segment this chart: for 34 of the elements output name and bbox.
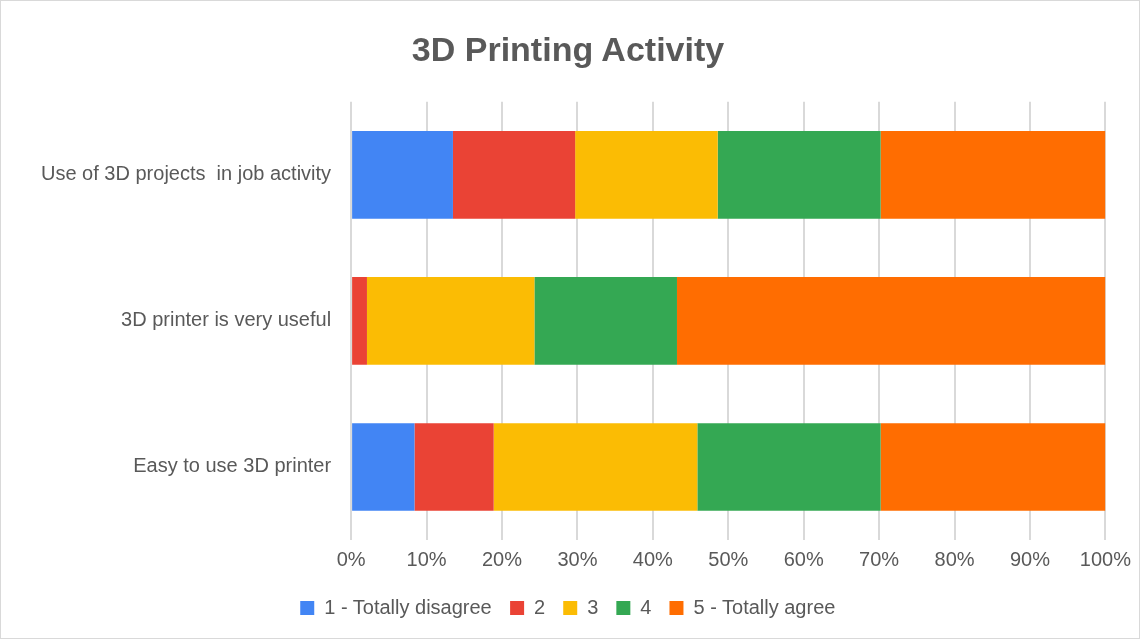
- x-tick-label: 40%: [632, 547, 674, 570]
- bar: [880, 423, 1106, 511]
- legend-label: 4: [640, 595, 652, 618]
- bar: [697, 423, 881, 511]
- x-tick-label: 60%: [783, 547, 824, 570]
- legend-label: 3: [587, 595, 599, 618]
- bar: [717, 131, 881, 219]
- x-tick-label: 20%: [481, 547, 523, 570]
- x-tick-label: 50%: [708, 547, 749, 570]
- x-tick-label: 100%: [1079, 547, 1132, 570]
- bar: [352, 423, 415, 511]
- y-tick-label: 3D printer is very useful: [121, 308, 332, 331]
- bar: [575, 131, 718, 219]
- x-tick-label: 90%: [1009, 547, 1051, 570]
- legend-label: 1 - Totally disagree: [324, 595, 492, 618]
- y-tick-label: Use of 3D projects in job activity: [40, 162, 332, 185]
- bar: [366, 277, 535, 365]
- bar: [676, 277, 1106, 365]
- bar: [414, 423, 494, 511]
- x-tick-label: 0%: [336, 547, 366, 570]
- bar: [534, 277, 677, 365]
- bar: [352, 131, 453, 219]
- bar: [352, 277, 367, 365]
- chart-title: 3D Printing Activity: [411, 29, 725, 68]
- legend-label: 2: [534, 595, 546, 618]
- x-tick-label: 80%: [934, 547, 975, 570]
- x-tick-label: 70%: [859, 547, 900, 570]
- y-tick-label: Easy to use 3D printer: [133, 454, 332, 477]
- x-tick-label: 30%: [557, 547, 598, 570]
- bar: [452, 131, 576, 219]
- legend-label: 5 - Totally agree: [693, 595, 836, 618]
- x-tick-label: 10%: [406, 547, 447, 570]
- bar: [493, 423, 698, 511]
- bar: [880, 131, 1106, 219]
